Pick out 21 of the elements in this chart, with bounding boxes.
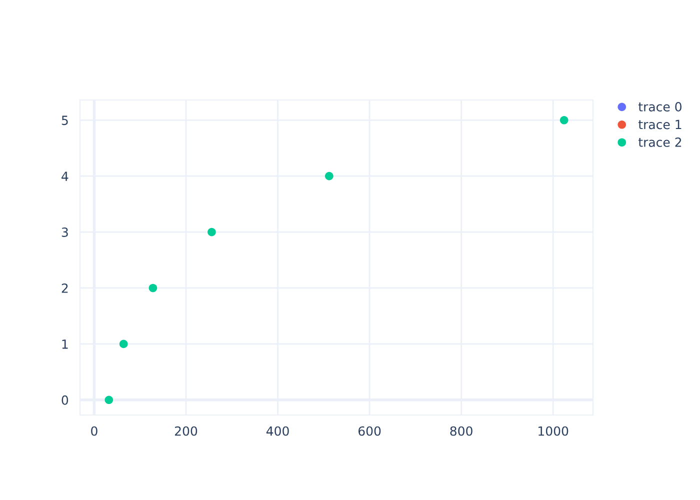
legend-label: trace 1 xyxy=(638,120,682,130)
point xyxy=(104,396,114,404)
y-tick-label: 3 xyxy=(62,228,68,237)
y-tick-label: 1 xyxy=(62,340,68,349)
x-tick-label: 400 xyxy=(266,426,289,436)
point xyxy=(208,228,216,236)
x-tick-label: 600 xyxy=(358,426,381,436)
point xyxy=(119,340,128,348)
point xyxy=(148,284,158,292)
legend-label: trace 0 xyxy=(638,102,682,112)
y-tick-label: 5 xyxy=(62,116,68,126)
point xyxy=(324,172,334,180)
point xyxy=(560,116,568,124)
legend-label: trace 2 xyxy=(638,137,682,147)
x-tick-label: 200 xyxy=(174,426,198,436)
x-tick-label: 800 xyxy=(450,426,472,436)
y-tick-label: 2 xyxy=(62,283,68,293)
x-tick-label: 1000 xyxy=(538,426,568,436)
y-tick-label: 0 xyxy=(62,395,68,405)
x-tick-label: 0 xyxy=(91,426,98,436)
y-tick-label: 4 xyxy=(62,172,68,181)
